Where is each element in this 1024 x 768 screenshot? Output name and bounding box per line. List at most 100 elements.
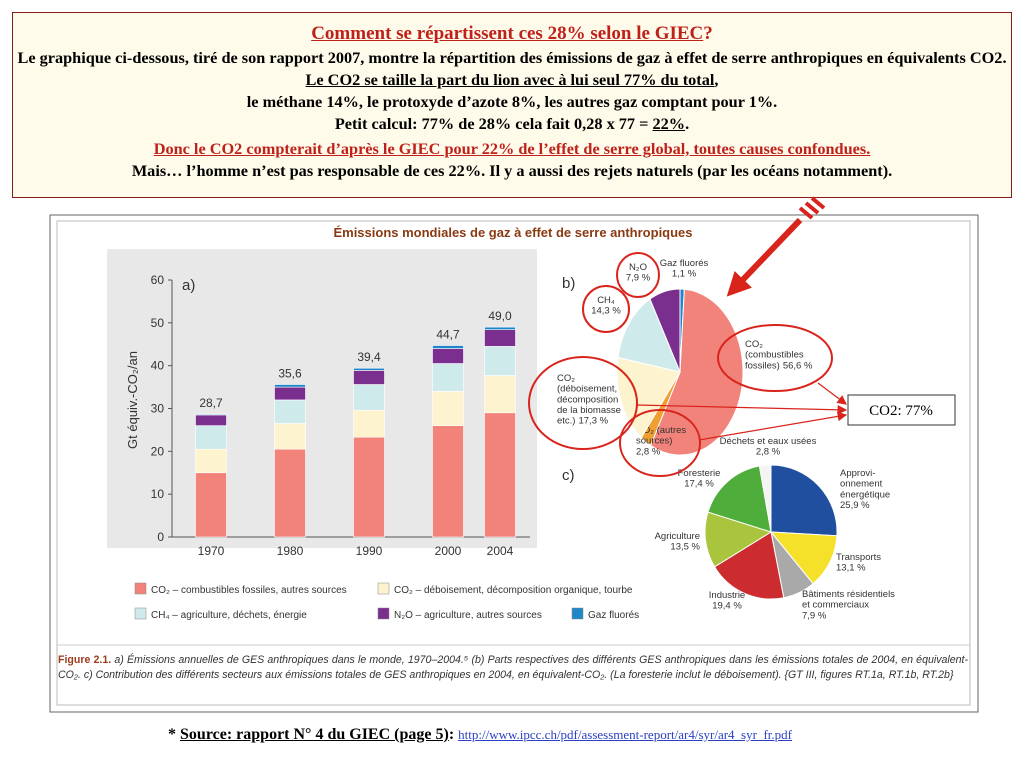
y-tick-label: 40 [151,359,165,373]
legend-swatch [377,582,390,595]
circle [582,285,630,333]
conclusion: Donc le CO2 compterait d’après le GIEC p… [153,139,871,158]
y-tick-label: 0 [157,530,164,544]
bar-segment [353,409,385,438]
legend-swatch [571,607,584,620]
value-label: 25,9 % [840,500,870,511]
arrow [636,404,848,415]
legend-label: Gaz fluorés [588,610,639,621]
x-tick-label: 1970 [198,544,225,558]
slice-label: Déchets et eaux usées 2,8 % [720,436,817,458]
legend-swatch [134,582,147,595]
pie-slice [770,464,838,537]
label-line: etc.) [557,416,575,427]
header-box: Comment se répartissent ces 28% selon le… [12,12,1012,198]
caption-label: Figure 2.1. [58,654,112,666]
bar-segment [195,414,227,426]
circle [528,356,638,450]
slice-label: CO₂ (autres sources) 2,8 % [636,425,686,457]
slice-label: N₂O 7,9 % [626,262,651,284]
panel-label: b) [562,275,575,292]
y-axis-label: Gt équiv.-CO₂/an [125,351,140,449]
pie-slice [713,531,785,600]
title-line: Comment se répartissent ces 28% selon le… [13,21,1011,47]
intro-emphasis: Le CO2 se taille la part du lion avec à … [305,70,715,89]
source-link[interactable]: http://www.ipcc.ch/pdf/assessment-report… [458,727,792,742]
slice-label: CH₄ 14,3 % [591,295,621,317]
value-label: 14,3 % [591,306,621,317]
bar-segment [274,448,306,538]
legend-swatch [377,607,390,620]
calc-line: Petit calcul: 77% de 28% cela fait 0,28 … [13,113,1011,135]
bar-segment [432,363,464,392]
bar-segment [353,370,385,385]
caption-text: a) Émissions annuelles de GES anthropiqu… [58,654,969,681]
pie-slice [707,465,772,533]
y-tick-label: 60 [151,273,165,287]
bar-segment [274,384,306,388]
label-line: (déboisement, [557,384,617,395]
bar-segment [353,436,385,538]
big-arrow [726,196,826,297]
bar-segment [484,346,516,376]
bar-panel [107,249,537,548]
intro-end: , [714,70,719,89]
y-tick-label: 30 [151,402,165,416]
value-label: 7,9 % [802,610,827,621]
bar-segment [274,386,306,401]
callout: CO2: 77% [869,403,933,419]
bar-segment [353,384,385,411]
value-label: 13,5 % [670,542,700,553]
legend-label: N₂O – agriculture, autres sources [394,610,542,621]
pie-slice [704,511,773,568]
pie-slice [758,464,772,533]
value-label: 13,1 % [836,563,866,574]
value-label: 1,1 % [672,269,697,280]
label-line: Bâtiments résidentiels [802,589,895,600]
label-line: de la biomasse [557,405,621,416]
x-tick-label: 1990 [356,544,383,558]
highlights [528,252,833,477]
total-label: 44,7 [436,328,460,342]
others-line: le méthane 14%, le protoxyde d’azote 8%,… [246,92,778,111]
x-tick-label: 2004 [487,544,514,558]
legend-label: CO₂ – combustibles fossiles, autres sour… [151,585,347,596]
pie-slice [616,356,681,439]
source-prefix: * [168,726,177,743]
y-tick-label: 10 [151,487,165,501]
pie-slice [650,288,744,456]
source: * Source: rapport N° 4 du GIEC (page 5):… [0,726,960,744]
legend-label: CO₂ – déboisement, décomposition organiq… [394,585,633,596]
slice-label: Gaz fluorés 1,1 % [660,258,709,280]
hatch [804,201,820,215]
total-label: 39,4 [357,350,381,364]
value-label: 19,4 % [712,601,742,612]
caption: Figure 2.1. a) Émissions annuelles de GE… [58,653,968,682]
bar-segment [432,425,464,538]
pie-slice [617,298,681,373]
label-line: décomposition [557,394,618,405]
bar-segment [195,472,227,538]
source-separator: : [448,726,455,743]
slice-label: Foresterie 17,4 % [678,468,721,490]
legend-swatch [134,607,147,620]
title: Comment se répartissent ces 28% selon le… [311,23,704,44]
caveat: Mais… l’homme n’est pas responsable de c… [131,161,893,180]
calc-end: . [685,114,690,133]
label-line: sources) [636,436,672,447]
intro: Le graphique ci-dessous, tiré de son rap… [17,48,1007,67]
bar-segment [274,423,306,450]
label-line: CO₂ [557,373,575,384]
label-line: (combustibles [745,350,804,361]
value-label: 2,8 % [756,447,781,458]
hatch [798,206,814,220]
value-label: 7,9 % [626,273,651,284]
value-label: 17,4 % [684,479,714,490]
label-line: CO₂ (autres [636,425,686,436]
bar-segment [484,329,516,347]
label-line: CH₄ [597,295,615,306]
source-text: Source: rapport N° 4 du GIEC (page 5) [180,726,449,743]
bar-segment [195,425,227,450]
value-label: 56,6 % [783,360,813,371]
